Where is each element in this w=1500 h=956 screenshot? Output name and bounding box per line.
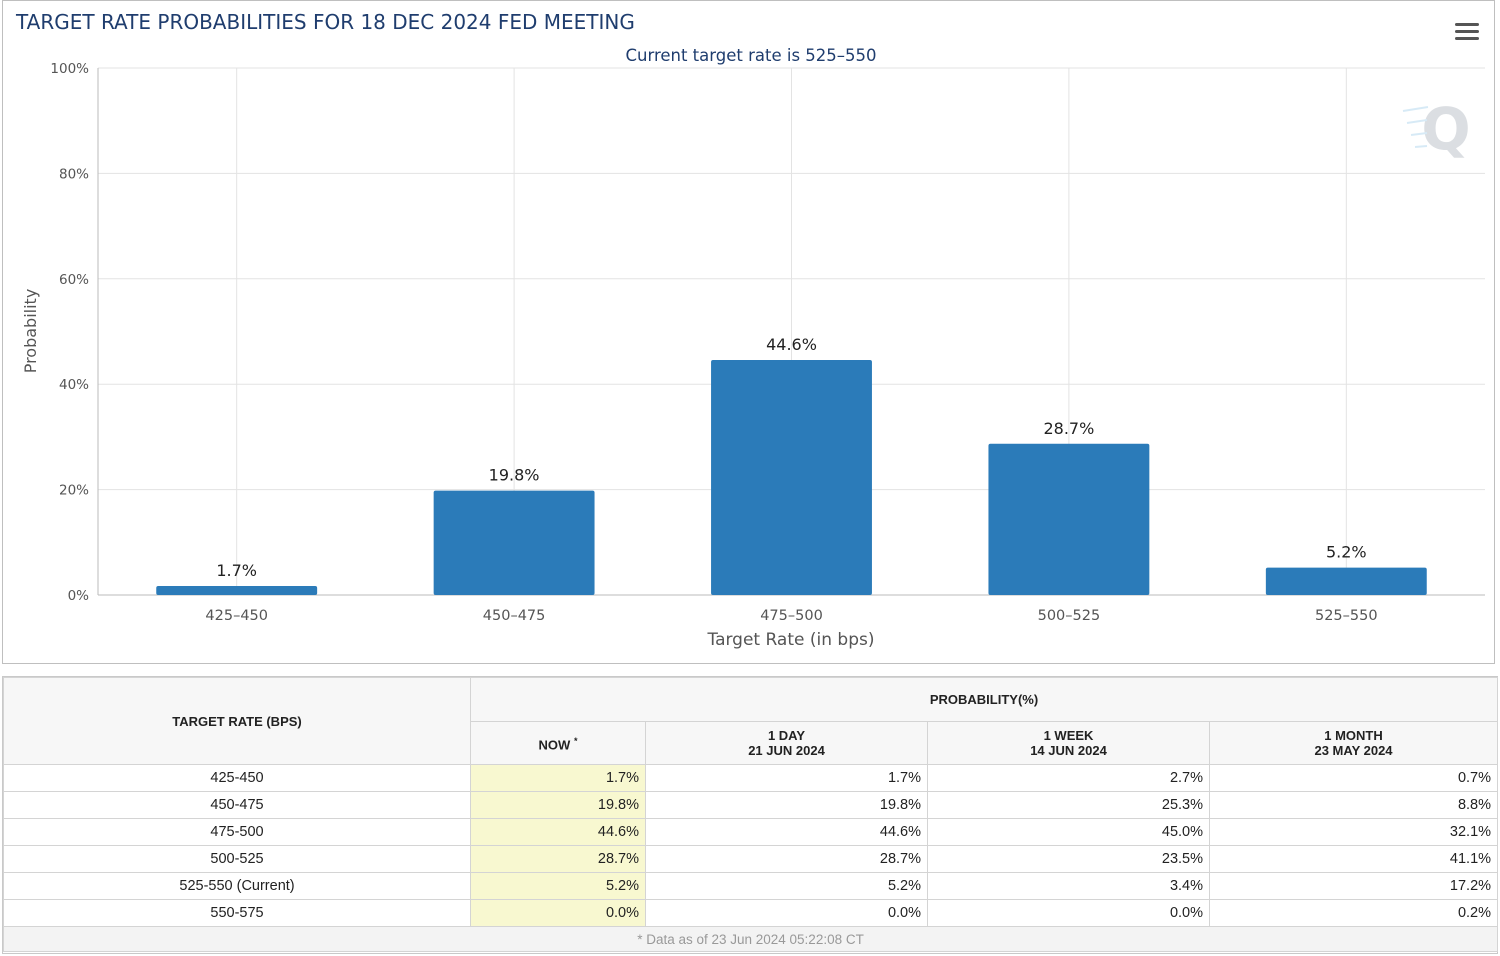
now-cell: 1.7% bbox=[470, 764, 646, 792]
chart-title: TARGET RATE PROBABILITIES FOR 18 DEC 202… bbox=[15, 10, 635, 34]
day-cell: 0.0% bbox=[645, 899, 928, 927]
x-tick-label: 475–500 bbox=[760, 608, 823, 624]
table-row: 525-550 (Current) 5.2% 5.2% 3.4% 17.2% bbox=[3, 872, 1499, 900]
table-row: 450-475 19.8% 19.8% 25.3% 8.8% bbox=[3, 791, 1499, 819]
y-tick-label: 80% bbox=[59, 166, 89, 182]
svg-text:Q: Q bbox=[1421, 95, 1470, 163]
x-tick-label: 425–450 bbox=[205, 608, 268, 624]
week-cell: 45.0% bbox=[927, 818, 1210, 846]
bar-475–500 bbox=[711, 359, 872, 595]
y-axis-ticks: 0% 20% 40% 60% 80% 100% bbox=[50, 61, 89, 604]
col-1-month-label: 1 MONTH bbox=[1324, 728, 1383, 743]
table-row: 550-575 0.0% 0.0% 0.0% 0.2% bbox=[3, 899, 1499, 927]
y-tick-label: 20% bbox=[59, 483, 89, 499]
day-cell: 44.6% bbox=[645, 818, 928, 846]
data-label: 5.2% bbox=[1326, 543, 1367, 562]
data-label: 1.7% bbox=[216, 561, 257, 580]
bar-525–550 bbox=[1265, 567, 1427, 595]
col-1-week-label: 1 WEEK bbox=[1043, 728, 1094, 743]
month-cell: 17.2% bbox=[1208, 872, 1499, 900]
col-now-mark: * bbox=[573, 735, 578, 746]
table-row: 475-500 44.6% 44.6% 45.0% 32.1% bbox=[3, 818, 1499, 846]
hamburger-line bbox=[1455, 37, 1479, 40]
day-cell: 28.7% bbox=[645, 845, 928, 873]
chart-menu-button[interactable] bbox=[1455, 23, 1483, 45]
month-cell: 8.8% bbox=[1208, 791, 1499, 819]
y-axis-label: Probability bbox=[21, 289, 40, 374]
y-tick-label: 0% bbox=[68, 588, 90, 604]
table-row: 500-525 28.7% 28.7% 23.5% 41.1% bbox=[3, 845, 1499, 873]
col-header-1-day: 1 DAY 21 JUN 2024 bbox=[645, 721, 928, 765]
table-row: 425-450 1.7% 1.7% 2.7% 0.7% bbox=[3, 764, 1499, 792]
col-header-1-month: 1 MONTH 23 MAY 2024 bbox=[1208, 721, 1499, 765]
day-cell: 5.2% bbox=[645, 872, 928, 900]
y-tick-label: 100% bbox=[50, 61, 89, 77]
probability-table: TARGET RATE (BPS) PROBABILITY(%) NOW * 1… bbox=[2, 677, 1499, 952]
now-cell: 19.8% bbox=[470, 791, 646, 819]
probability-table-panel: TARGET RATE (BPS) PROBABILITY(%) NOW * 1… bbox=[2, 676, 1499, 954]
x-axis-ticks: 425–450 450–475 475–500 500–525 525–550 bbox=[205, 608, 1377, 624]
x-tick-label: 525–550 bbox=[1315, 608, 1378, 624]
month-cell: 32.1% bbox=[1208, 818, 1499, 846]
bars: 1.7% 19.8% 44.6% 28.7% 5.2% bbox=[156, 335, 1427, 595]
data-label: 28.7% bbox=[1043, 419, 1094, 438]
col-header-1-week: 1 WEEK 14 JUN 2024 bbox=[927, 721, 1210, 765]
day-cell: 1.7% bbox=[645, 764, 928, 792]
col-header-now: NOW * bbox=[470, 721, 646, 765]
col-1-day-label: 1 DAY bbox=[767, 728, 806, 743]
q-logo-icon: Q bbox=[1402, 95, 1471, 163]
data-timestamp-footnote: * Data as of 23 Jun 2024 05:22:08 CT bbox=[2, 926, 1499, 952]
y-tick-label: 40% bbox=[59, 377, 89, 393]
target-rate-header: TARGET RATE (BPS) bbox=[3, 677, 471, 765]
month-cell: 41.1% bbox=[1208, 845, 1499, 873]
hamburger-menu-icon bbox=[1455, 23, 1479, 26]
col-1-week-date: 14 JUN 2024 bbox=[1030, 743, 1107, 758]
chart-panel: TARGET RATE PROBABILITIES FOR 18 DEC 202… bbox=[2, 0, 1495, 664]
probability-header: PROBABILITY(%) bbox=[469, 677, 1499, 722]
now-cell: 5.2% bbox=[470, 872, 646, 900]
bar-500–525 bbox=[988, 443, 1150, 595]
week-cell: 23.5% bbox=[927, 845, 1210, 873]
bar-450–475 bbox=[433, 490, 595, 595]
rate-cell: 550-575 bbox=[3, 899, 471, 927]
x-tick-label: 450–475 bbox=[483, 608, 546, 624]
day-cell: 19.8% bbox=[645, 791, 928, 819]
y-tick-label: 60% bbox=[59, 272, 89, 288]
bar-425–450 bbox=[156, 586, 318, 595]
month-cell: 0.7% bbox=[1208, 764, 1499, 792]
now-cell: 0.0% bbox=[470, 899, 646, 927]
week-cell: 0.0% bbox=[927, 899, 1210, 927]
now-cell: 28.7% bbox=[470, 845, 646, 873]
now-cell: 44.6% bbox=[470, 818, 646, 846]
col-1-day-date: 21 JUN 2024 bbox=[748, 743, 825, 758]
data-label: 19.8% bbox=[489, 466, 540, 485]
col-now-label: NOW bbox=[538, 737, 571, 753]
rate-cell: 500-525 bbox=[3, 845, 471, 873]
rate-cell: 525-550 (Current) bbox=[3, 872, 471, 900]
col-1-month-date: 23 MAY 2024 bbox=[1314, 743, 1393, 758]
week-cell: 25.3% bbox=[927, 791, 1210, 819]
week-cell: 3.4% bbox=[927, 872, 1210, 900]
hamburger-line bbox=[1455, 30, 1479, 33]
x-tick-label: 500–525 bbox=[1038, 608, 1101, 624]
month-cell: 0.2% bbox=[1208, 899, 1499, 927]
week-cell: 2.7% bbox=[927, 764, 1210, 792]
probability-chart: TARGET RATE PROBABILITIES FOR 18 DEC 202… bbox=[15, 10, 1485, 650]
rate-cell: 450-475 bbox=[3, 791, 471, 819]
data-label: 44.6% bbox=[766, 335, 817, 354]
rate-cell: 425-450 bbox=[3, 764, 471, 792]
x-axis-label: Target Rate (in bps) bbox=[707, 630, 875, 650]
rate-cell: 475-500 bbox=[3, 818, 471, 846]
table-footnote-row: * Data as of 23 Jun 2024 05:22:08 CT bbox=[2, 926, 1499, 952]
chart-subtitle: Current target rate is 525–550 bbox=[625, 46, 876, 65]
